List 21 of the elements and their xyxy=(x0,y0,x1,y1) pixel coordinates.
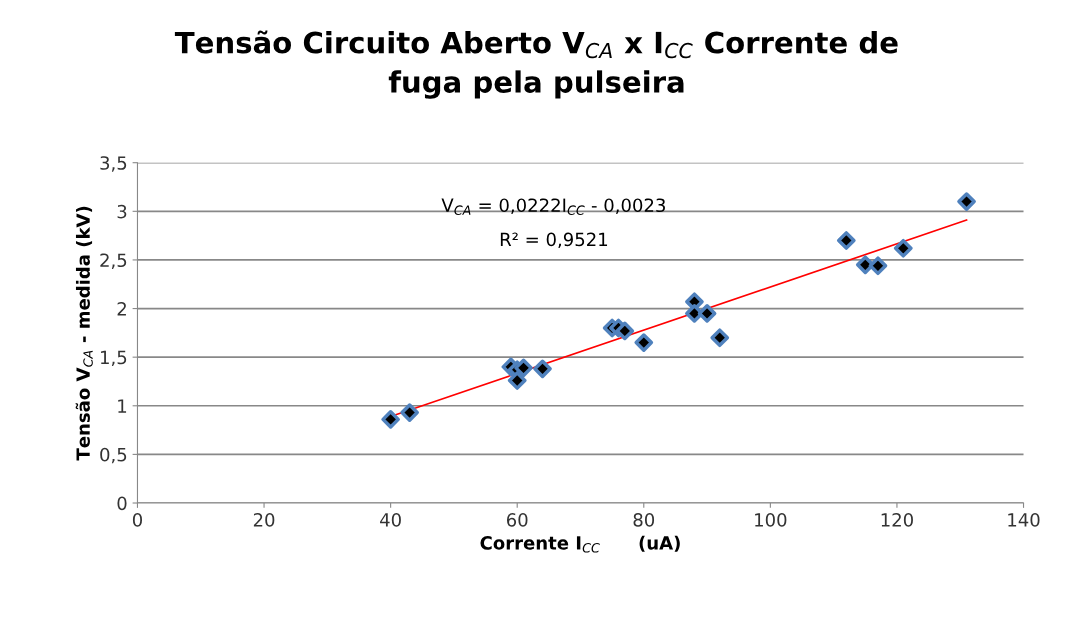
chart-title: Tensão Circuito Aberto V$_{CA}$ x I$_{CC}$ Corrente de fuga pela pulseira xyxy=(174,30,898,99)
y-tick-label: 1 xyxy=(118,399,127,413)
x-tick-label: 60 xyxy=(506,513,528,527)
y-axis-title: Tensão V$_{CA}$ - medida (kV) xyxy=(75,206,93,461)
y-tick-label: 2,5 xyxy=(100,253,127,269)
x-tick-label: 20 xyxy=(253,513,275,527)
annotation: R² = 0,9521 xyxy=(500,232,608,249)
text: Corrente I$_{CC}$ (uA) xyxy=(480,535,680,553)
x-tick-label: 0 xyxy=(132,513,143,527)
y-tick-label: 2 xyxy=(117,302,126,316)
y-tick-label: 0 xyxy=(117,496,127,511)
y-tick-label: 1,5 xyxy=(101,350,127,367)
x-tick-label: 40 xyxy=(380,513,401,527)
y-tick-label: 3 xyxy=(117,204,127,219)
x-tick-label: 80 xyxy=(633,513,655,527)
x-tick-label: 120 xyxy=(881,513,913,527)
x-tick-label: 100 xyxy=(755,513,787,527)
annotation: V$_{CA}$ = 0,0222I$_{CC}$ - 0,0023 xyxy=(441,198,665,215)
y-tick-label: 3,5 xyxy=(100,156,127,172)
y-tick-label: 0,5 xyxy=(100,447,127,464)
x-tick-label: 140 xyxy=(1008,513,1040,527)
